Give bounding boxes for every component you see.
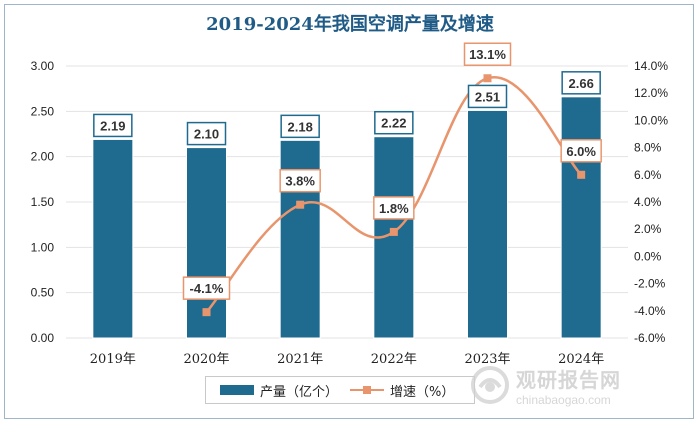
x-tick-label: 2023年 (464, 352, 510, 367)
growth-value-label: 3.8% (285, 174, 315, 189)
growth-value-label-box (279, 168, 321, 193)
growth-marker (202, 308, 211, 317)
grid-layer (66, 65, 628, 339)
bar-value-label-box (93, 113, 133, 138)
y-right-tick-label: 14.0% (634, 59, 668, 73)
legend: 产量（亿个） 增速（%） (205, 376, 475, 404)
growth-value-label: 6.0% (566, 144, 596, 159)
watermark-url: chinabaogao.com (516, 392, 611, 407)
y-left-tick-label: 3.00 (31, 59, 55, 73)
bar (92, 138, 134, 339)
y-left-tick-label: 1.00 (31, 240, 55, 254)
axis-layer: 0.00 0.50 1.00 1.50 2.00 2.50 3.00 -6.0% -4.0% -2… (31, 59, 669, 367)
y-left-tick-label: 1.50 (31, 195, 55, 209)
bar (560, 96, 602, 339)
bar (186, 147, 227, 339)
growth-marker (296, 200, 305, 209)
x-tick-label: 2024年 (558, 352, 604, 367)
bar-value-label-box (467, 84, 508, 109)
watermark-logo-icon (470, 365, 510, 405)
growth-value-label-box (560, 139, 602, 163)
growth-value-label: -4.1% (190, 281, 224, 296)
bar-value-label-box (280, 114, 320, 139)
y-right-tick-label: 6.0% (634, 168, 662, 182)
bar-value-label-box (561, 71, 601, 95)
line-layer (202, 74, 586, 317)
watermark-name: 观研报告网 (516, 367, 621, 392)
y-right-tick-label: -6.0% (634, 331, 666, 345)
x-tick-label: 2020年 (183, 352, 229, 367)
y-left-tick-label: 0.00 (31, 331, 55, 345)
y-right-tick-label: 0.0% (634, 249, 662, 263)
legend-label-growth: 增速（%） (390, 384, 455, 400)
labels-layer: 2.19 2.10 2.18 2.22 2.51 2.66 -4.1% 3.8% 1.8% 13.… (93, 42, 602, 300)
growth-marker (577, 170, 586, 179)
bar-value-label-box (186, 121, 227, 146)
watermark: 观研报告网 chinabaogao.com (470, 360, 670, 410)
bar (467, 109, 508, 339)
legend-label-production: 产量（亿个） (260, 384, 339, 400)
x-tick-label: 2021年 (277, 352, 323, 367)
y-left-tick-label: 0.50 (31, 286, 55, 300)
growth-value-label: 13.1% (469, 47, 506, 62)
chart-title: 2019-2024年我国空调产量及增速 (206, 14, 494, 35)
y-right-tick-label: 10.0% (634, 113, 668, 127)
legend-bar-swatch (220, 385, 254, 395)
y-right-tick-label: -2.0% (634, 277, 666, 291)
bars-layer (92, 96, 602, 339)
x-tick-label: 2019年 (90, 352, 136, 367)
growth-value-label: 1.8% (379, 201, 409, 216)
x-tick-label: 2022年 (371, 352, 417, 367)
y-right-tick-label: 8.0% (634, 141, 662, 155)
y-left-tick-label: 2.00 (31, 150, 55, 164)
growth-value-label-box (182, 276, 231, 300)
growth-value-label-box (463, 42, 512, 66)
bar-value-label: 2.66 (569, 76, 594, 91)
bar-value-label: 2.19 (100, 118, 125, 133)
y-right-tick-label: 4.0% (634, 195, 662, 209)
growth-marker (483, 74, 492, 83)
legend-item-growth[interactable]: 增速（%） (350, 381, 454, 400)
bar-value-label: 2.18 (288, 119, 313, 134)
y-left-tick-label: 2.50 (31, 104, 55, 118)
growth-value-label-box (373, 196, 415, 220)
legend-line-swatch (350, 385, 385, 395)
bar-value-label: 2.51 (475, 89, 500, 104)
y-right-tick-label: 12.0% (634, 86, 668, 100)
bar-value-label-box (374, 110, 414, 135)
y-right-tick-label: 2.0% (634, 222, 662, 236)
legend-item-production[interactable]: 产量（亿个） (220, 381, 338, 400)
bar-value-label: 2.10 (194, 127, 219, 142)
growth-marker (389, 227, 398, 236)
bar-value-label: 2.22 (381, 116, 406, 131)
y-right-tick-label: -4.0% (634, 304, 666, 318)
